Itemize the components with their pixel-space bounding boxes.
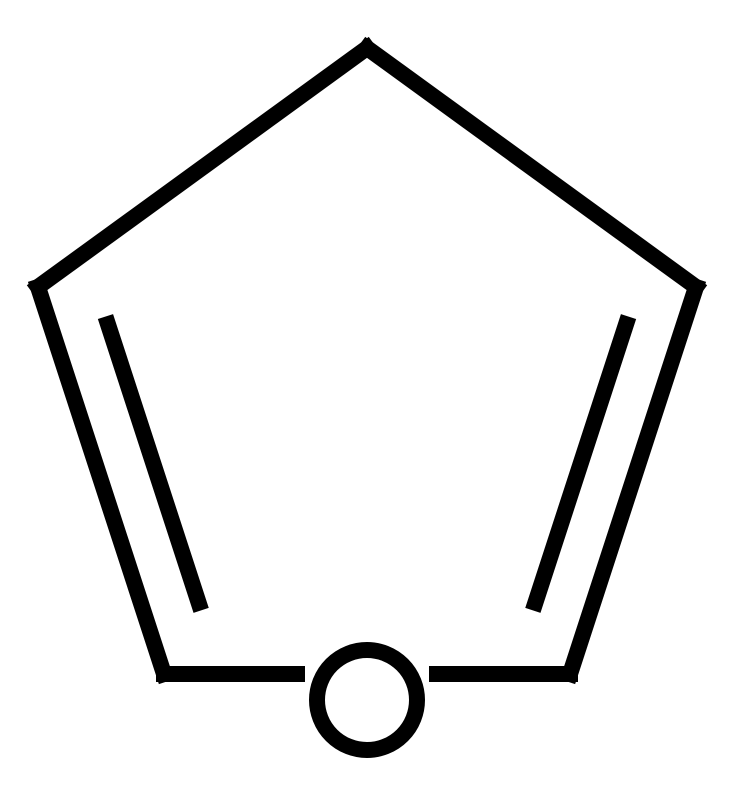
ring-bond-4 bbox=[38, 48, 367, 287]
molecule-diagram bbox=[0, 0, 734, 800]
ring-bond-3 bbox=[38, 287, 164, 674]
ring-bond-1 bbox=[570, 287, 696, 674]
heteroatom-oxygen bbox=[317, 650, 417, 750]
ring-bond-0 bbox=[367, 48, 696, 287]
molecule-svg bbox=[0, 0, 734, 800]
